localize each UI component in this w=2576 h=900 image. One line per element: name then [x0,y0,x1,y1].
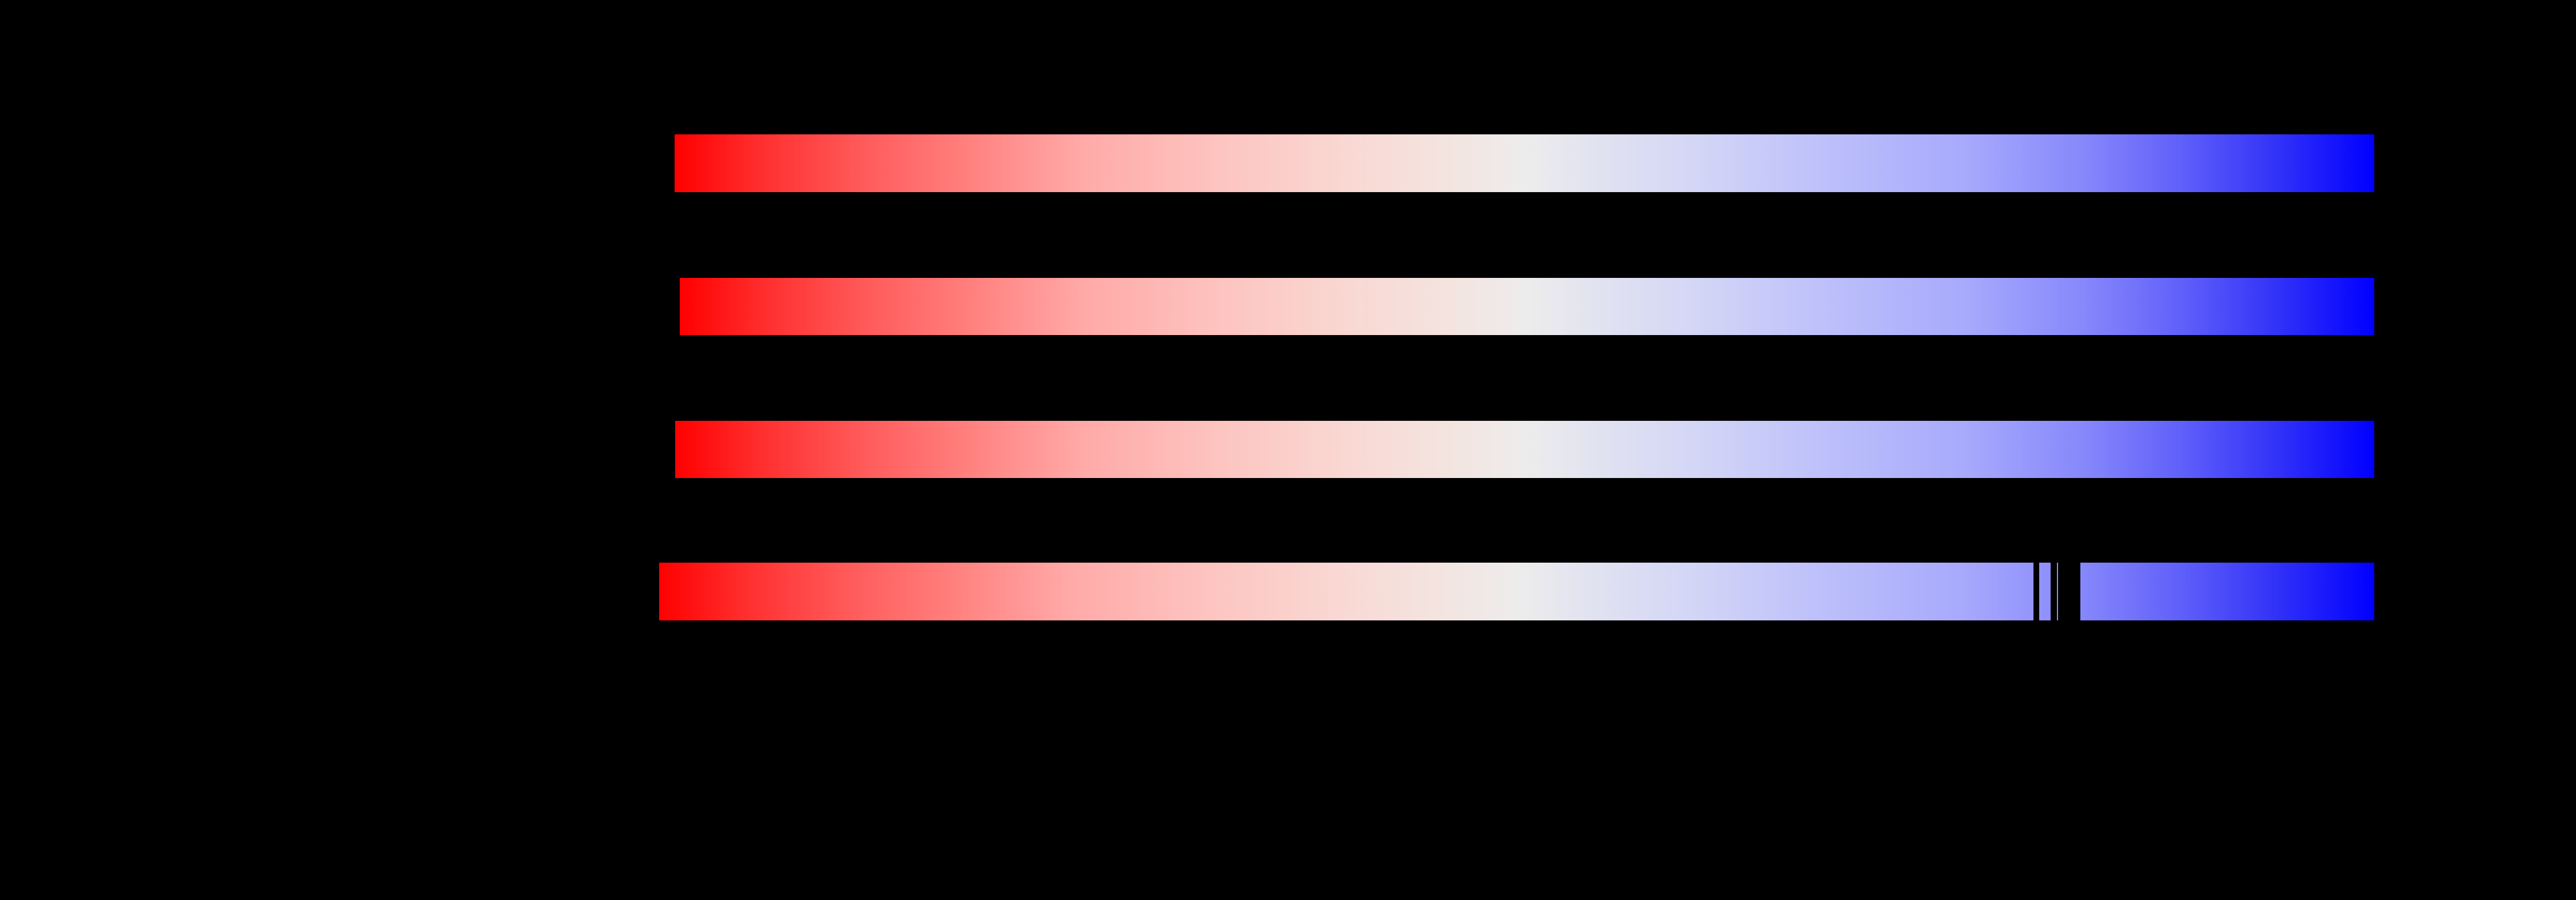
notch-marker [2033,563,2039,620]
colorbar-4 [659,563,2374,620]
notch-marker [2058,563,2080,620]
colorbar-1 [675,134,2374,192]
colorbar-3 [675,421,2374,478]
notch-marker [2051,563,2057,620]
colorbar-2 [680,278,2374,335]
